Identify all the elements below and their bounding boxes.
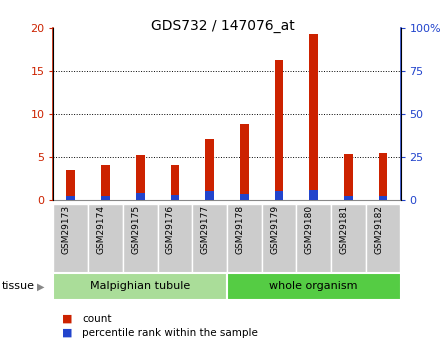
Bar	[101, 165, 110, 200]
Text: ■: ■	[62, 328, 73, 338]
Bar	[309, 34, 318, 200]
Bar	[101, 196, 110, 200]
Bar	[379, 196, 388, 200]
Text: tissue: tissue	[2, 282, 35, 291]
Bar	[66, 170, 75, 200]
Bar	[379, 152, 388, 200]
Text: whole organism: whole organism	[270, 282, 358, 291]
Bar	[240, 194, 249, 200]
Bar	[240, 124, 249, 200]
Bar	[205, 139, 214, 200]
Text: count: count	[82, 314, 112, 324]
Bar	[170, 165, 179, 200]
Bar	[309, 190, 318, 200]
Bar	[136, 193, 145, 200]
Text: GSM29180: GSM29180	[305, 205, 314, 254]
Text: percentile rank within the sample: percentile rank within the sample	[82, 328, 258, 338]
Text: Malpighian tubule: Malpighian tubule	[90, 282, 190, 291]
Bar	[344, 155, 353, 200]
Text: ▶: ▶	[37, 282, 44, 291]
Text: GSM29175: GSM29175	[131, 205, 140, 254]
Bar	[66, 196, 75, 200]
Bar	[170, 195, 179, 200]
Text: GDS732 / 147076_at: GDS732 / 147076_at	[150, 19, 295, 33]
Text: GSM29181: GSM29181	[340, 205, 348, 254]
Text: ■: ■	[62, 314, 73, 324]
Text: GSM29179: GSM29179	[270, 205, 279, 254]
Text: GSM29173: GSM29173	[62, 205, 71, 254]
Bar	[275, 191, 283, 200]
Bar	[275, 60, 283, 200]
Text: GSM29176: GSM29176	[166, 205, 175, 254]
Text: GSM29178: GSM29178	[235, 205, 244, 254]
Bar	[136, 155, 145, 200]
Text: GSM29182: GSM29182	[374, 205, 383, 254]
Text: GSM29177: GSM29177	[201, 205, 210, 254]
Text: GSM29174: GSM29174	[97, 205, 105, 254]
Bar	[344, 196, 353, 200]
Bar	[205, 191, 214, 200]
